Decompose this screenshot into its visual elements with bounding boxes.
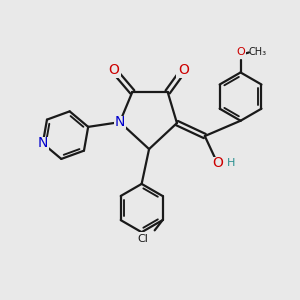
Text: N: N [38,136,48,150]
Text: N: N [115,115,125,129]
Text: O: O [178,63,189,77]
Bar [133,232,152,245]
Text: O: O [236,47,245,58]
Bar [212,157,222,169]
Bar [106,63,121,78]
Text: O: O [108,63,119,77]
Bar [176,63,191,78]
Text: O: O [212,156,223,170]
Bar [236,46,246,58]
Bar [37,137,49,150]
Text: H: H [227,158,236,168]
Bar [114,116,126,129]
Bar [226,157,237,169]
Text: Cl: Cl [137,234,148,244]
Text: CH₃: CH₃ [248,47,266,58]
